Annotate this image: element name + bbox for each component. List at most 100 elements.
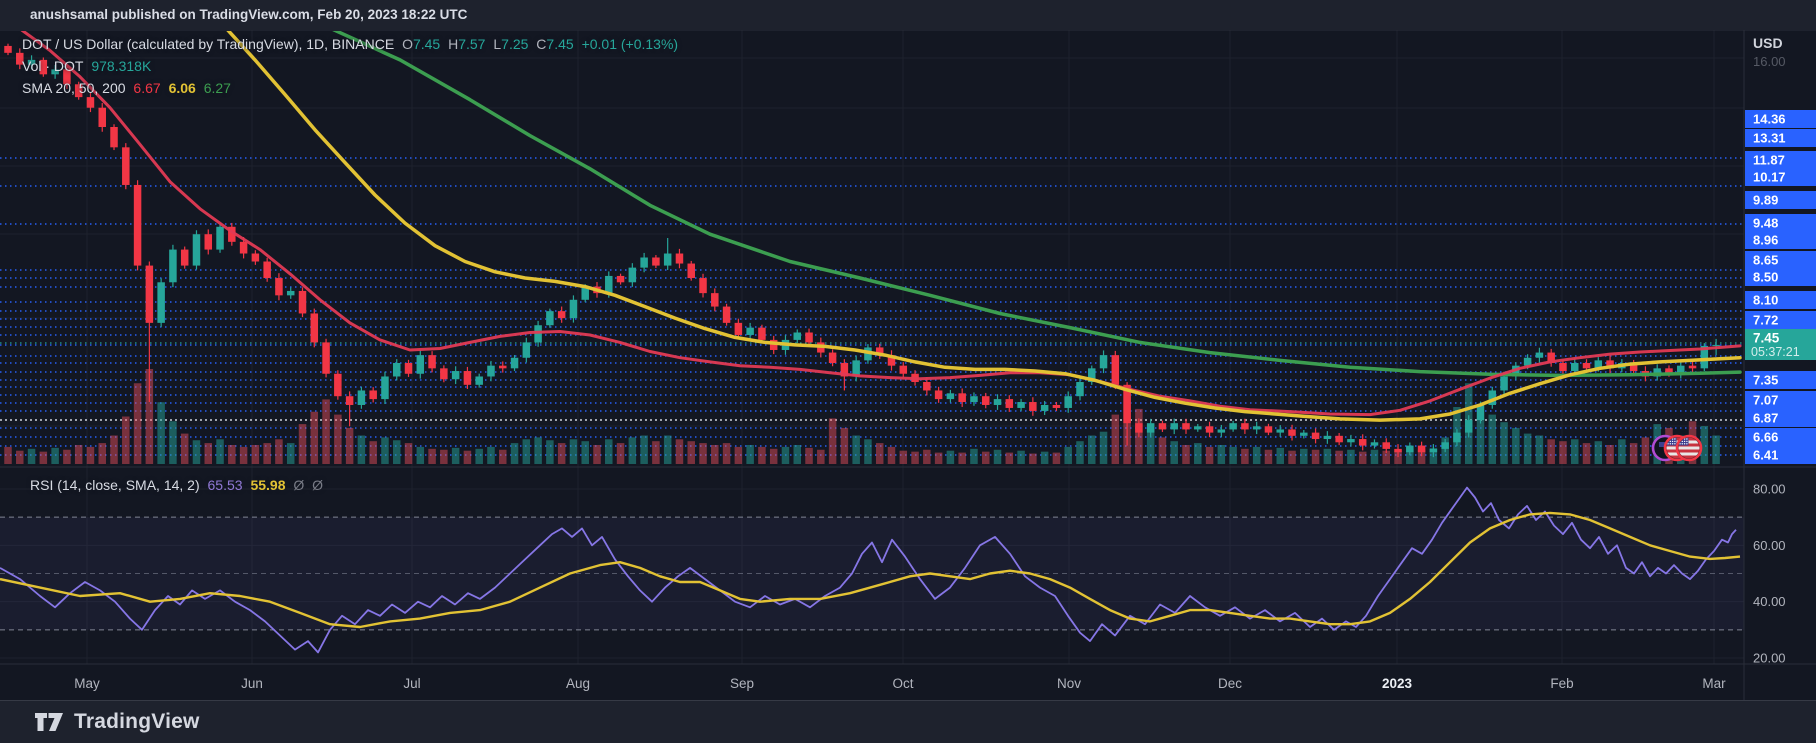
low-label: L xyxy=(493,36,502,52)
price-level-label xyxy=(1745,168,1816,186)
month-label: Nov xyxy=(1057,676,1081,691)
symbol-legend[interactable]: DOT / US Dollar (calculated by TradingVi… xyxy=(22,36,682,52)
price-level-label xyxy=(1745,391,1816,409)
svg-text:40.00: 40.00 xyxy=(1753,594,1786,609)
sma50-line xyxy=(226,31,1742,422)
month-label: May xyxy=(74,676,100,691)
footer-bar: TradingView xyxy=(0,700,1816,743)
month-label: Aug xyxy=(566,676,590,691)
svg-text:8.10: 8.10 xyxy=(1753,293,1778,308)
sma20-line xyxy=(20,31,1742,417)
price-level-label xyxy=(1745,428,1816,446)
volume-legend[interactable]: Vol · DOT 978.318K xyxy=(22,58,155,74)
svg-text:13.31: 13.31 xyxy=(1753,131,1786,146)
svg-text:6.66: 6.66 xyxy=(1753,430,1778,445)
price-level-label xyxy=(1745,446,1816,464)
month-label: Sep xyxy=(730,676,754,691)
currency-label: USD xyxy=(1753,35,1783,51)
month-label: Jul xyxy=(403,676,420,691)
volume-label: Vol · DOT xyxy=(22,58,84,74)
axis-tick-faint: 16.00 xyxy=(1753,54,1786,69)
tradingview-brand-link[interactable]: TradingView xyxy=(74,710,200,733)
svg-text:8.50: 8.50 xyxy=(1753,270,1778,285)
price-level-label xyxy=(1745,371,1816,389)
rsi-empty-1: Ø xyxy=(293,477,305,493)
svg-text:60.00: 60.00 xyxy=(1753,538,1786,553)
attribution-bar: anushsamal published on TradingView.com,… xyxy=(0,0,1816,30)
svg-text:9.48: 9.48 xyxy=(1753,216,1778,231)
price-level-label xyxy=(1745,191,1816,209)
price-level-label xyxy=(1745,268,1816,286)
sma200-line xyxy=(332,31,1742,378)
svg-text:9.89: 9.89 xyxy=(1753,193,1778,208)
open-value: 7.45 xyxy=(412,36,441,52)
rsi-band xyxy=(0,516,1744,631)
open-label: O xyxy=(402,36,413,52)
chart-canvas[interactable]: USD 16.00 14.36 13.31 11.87 10.17 9.89 9.48 8.96… xyxy=(0,0,1816,700)
tradingview-logo-icon[interactable] xyxy=(34,710,64,734)
rsi-sma-line xyxy=(0,511,1741,629)
attribution-text: anushsamal published on TradingView.com,… xyxy=(30,7,468,22)
month-label: Feb xyxy=(1550,676,1573,691)
svg-text:20.00: 20.00 xyxy=(1753,651,1786,666)
price-level-label xyxy=(1745,151,1816,169)
high-value: 7.57 xyxy=(458,36,486,52)
close-label: C xyxy=(536,36,547,52)
month-label: Jun xyxy=(241,676,263,691)
svg-text:14.36: 14.36 xyxy=(1753,112,1786,127)
svg-text:7.45: 7.45 xyxy=(1753,331,1780,346)
price-axis[interactable] xyxy=(1744,30,1816,700)
low-value: 7.25 xyxy=(501,36,529,52)
price-axis-labels: USD 16.00 14.36 13.31 11.87 10.17 9.89 9.48 8.96… xyxy=(1745,35,1816,666)
rsi-empty-2: Ø xyxy=(312,477,324,493)
month-label: Mar xyxy=(1702,676,1726,691)
rsi-line xyxy=(0,486,1737,654)
us-flag-event-icon[interactable] xyxy=(1675,434,1703,462)
volume-bars xyxy=(4,369,1720,464)
price-level-label xyxy=(1745,409,1816,427)
price-level-label xyxy=(1745,214,1816,232)
month-label: 2023 xyxy=(1382,676,1413,691)
sma20-value: 6.67 xyxy=(133,80,161,96)
rsi-sma-value: 55.98 xyxy=(250,477,286,493)
pane-separators xyxy=(0,29,1816,700)
svg-text:11.87: 11.87 xyxy=(1753,153,1785,168)
price-level-label xyxy=(1745,311,1816,329)
rsi-label: RSI (14, close, SMA, 14, 2) xyxy=(30,477,200,493)
sma-label: SMA 20, 50, 200 xyxy=(22,80,126,96)
close-value: 7.45 xyxy=(546,36,574,52)
price-level-label xyxy=(1745,110,1816,128)
last-price-label xyxy=(1745,329,1816,360)
svg-text:80.00: 80.00 xyxy=(1753,482,1786,497)
sma50-value: 6.06 xyxy=(168,80,196,96)
svg-text:7.07: 7.07 xyxy=(1753,393,1778,408)
svg-text:6.87: 6.87 xyxy=(1753,411,1778,426)
month-label: Oct xyxy=(892,676,913,691)
svg-text:8.65: 8.65 xyxy=(1753,253,1778,268)
high-label: H xyxy=(448,36,459,52)
svg-text:10.17: 10.17 xyxy=(1753,170,1786,185)
svg-text:6.41: 6.41 xyxy=(1753,448,1778,463)
price-level-label xyxy=(1745,129,1816,147)
svg-text:7.35: 7.35 xyxy=(1753,373,1778,388)
rsi-value: 65.53 xyxy=(207,477,243,493)
price-level-label xyxy=(1745,231,1816,249)
change-value: +0.01 (+0.13%) xyxy=(581,36,679,52)
price-level-label xyxy=(1745,251,1816,269)
sma-lines xyxy=(20,31,1742,422)
sma200-value: 6.27 xyxy=(203,80,231,96)
event-flag-markers[interactable] xyxy=(1651,434,1703,462)
rsi-lines xyxy=(0,486,1741,654)
time-axis-labels: May Jun Jul Aug Sep Oct Nov Dec 2023 Feb Mar xyxy=(74,676,1726,691)
month-label: Dec xyxy=(1218,676,1242,691)
svg-text:8.96: 8.96 xyxy=(1753,233,1778,248)
symbol-title: DOT / US Dollar (calculated by TradingVi… xyxy=(22,36,395,52)
volume-value: 978.318K xyxy=(91,58,152,74)
rsi-legend[interactable]: RSI (14, close, SMA, 14, 2) 65.53 55.98 … xyxy=(30,477,327,493)
sma-legend[interactable]: SMA 20, 50, 200 6.67 6.06 6.27 xyxy=(22,80,235,96)
svg-text:7.72: 7.72 xyxy=(1753,313,1778,328)
price-level-label xyxy=(1745,291,1816,309)
time-axis[interactable] xyxy=(0,664,1744,700)
countdown-timer: 05:37:21 xyxy=(1751,345,1800,359)
